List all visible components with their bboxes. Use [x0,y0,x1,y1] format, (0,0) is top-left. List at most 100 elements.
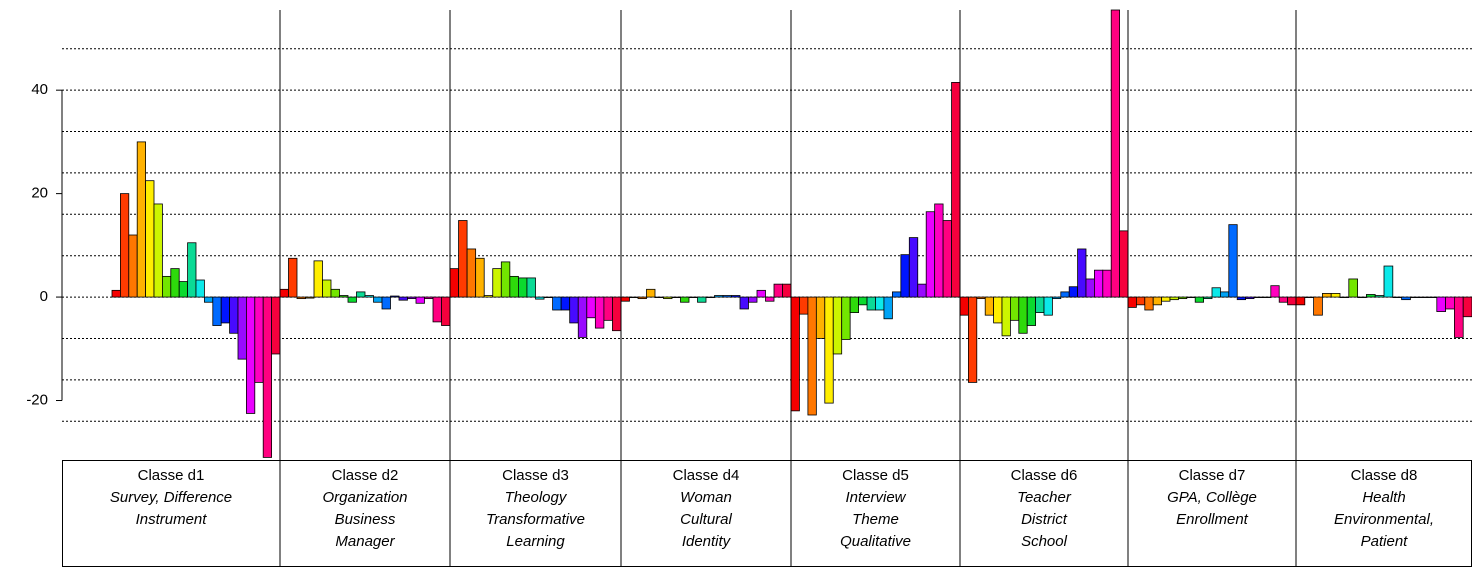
bar [1018,296,1028,334]
bar [347,296,357,303]
bar [1357,296,1367,298]
bar [1144,296,1154,311]
class-keyword: District [1021,511,1068,528]
bar [245,296,256,414]
class-keyword: Environmental, [1334,511,1434,528]
bar [279,288,289,298]
bar [449,268,459,298]
bar [330,288,340,298]
class-name: Classe d8 [1351,467,1418,484]
bar [993,296,1003,324]
bar [500,261,511,298]
bar [432,296,442,323]
bar [296,296,306,300]
class-keyword: Instrument [136,511,208,528]
bar [466,248,477,298]
bar [722,295,732,298]
bar [1392,296,1403,298]
bar [1322,293,1332,298]
bar [908,237,919,298]
bar [170,268,180,298]
class-keyword: GPA, Collège [1167,489,1257,506]
class-keyword: Qualitative [840,533,911,550]
bar [1152,296,1162,306]
class-keyword: Cultural [680,511,732,528]
bar [1383,265,1394,298]
bar [1339,296,1350,298]
bar [195,279,205,298]
bar [1270,285,1280,298]
bar [441,296,451,326]
bar [1454,296,1464,338]
bar [866,296,876,311]
bar [1194,296,1204,303]
bar [824,296,834,404]
bar [951,82,961,298]
bar [739,296,749,310]
class-keyword: Theme [852,511,899,528]
bar [765,296,775,302]
bar [1043,296,1053,316]
bar [145,180,155,298]
bar [1220,291,1230,298]
class-keyword: Theology [505,489,568,506]
bar [756,289,766,298]
bar [1236,296,1246,301]
class-keyword: Enrollment [1176,511,1249,528]
bar [1127,296,1137,308]
bar [1304,296,1315,298]
bar [1085,278,1095,298]
bar [381,296,391,310]
bar [1410,296,1420,298]
bar [1010,296,1020,321]
class-name: Classe d6 [1011,467,1078,484]
bar [492,268,502,298]
class-keyword: Learning [506,533,565,550]
bar [1253,296,1263,298]
bar [212,296,222,326]
bar [1119,230,1129,298]
class-keyword: Teacher [1017,489,1072,506]
bar [543,296,553,298]
bar [620,296,630,302]
bar [526,277,536,298]
bar [654,296,664,298]
y-tick-label: 40 [31,81,48,98]
bar [262,296,273,458]
bar [1203,296,1213,300]
bar [120,193,130,298]
class-name: Classe d3 [502,467,569,484]
bar [178,281,188,298]
bar [1102,269,1112,298]
bar [1094,269,1104,298]
bar [1178,296,1188,300]
bar [1287,296,1297,306]
bar [518,277,528,298]
bar [128,234,138,298]
bar [1427,296,1438,298]
bar [773,283,783,298]
bar [1462,296,1472,318]
y-tick-label: 0 [40,288,48,305]
bar [976,296,986,300]
class-keyword: School [1021,533,1068,550]
class-keyword: Transformative [486,511,585,528]
bar [807,296,817,416]
bar [849,296,860,313]
bar [705,296,715,298]
bar [1295,296,1306,306]
bar [356,291,366,298]
bar [187,242,197,298]
bar [1052,296,1062,300]
bar [577,296,588,338]
bar [288,257,298,298]
bar [509,275,519,298]
bar [594,296,605,329]
bar [1313,296,1323,316]
bar [1348,278,1359,298]
bar [790,296,800,412]
bar [415,296,425,304]
class-name: Classe d4 [673,467,740,484]
bar [373,296,383,303]
bar [1245,296,1255,300]
